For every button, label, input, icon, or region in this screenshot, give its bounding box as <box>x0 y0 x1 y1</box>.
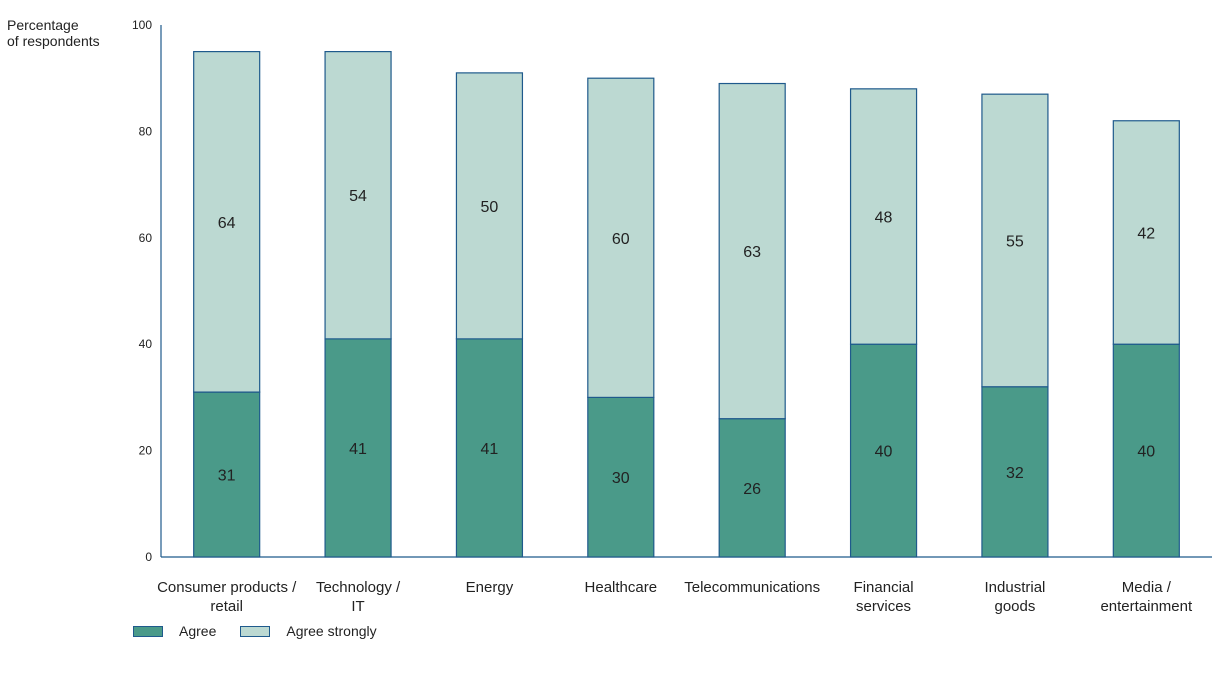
data-label: 63 <box>743 244 761 261</box>
bar-agree <box>193 391 261 558</box>
x-tick-label: Telecommunications <box>684 579 820 596</box>
x-tick-label: Media / <box>1122 579 1172 596</box>
bar-agree <box>324 338 392 558</box>
y-axis-label-line-2: of respondents <box>7 33 100 49</box>
x-tick-label: Financial <box>854 579 914 596</box>
y-tick-label: 20 <box>139 444 153 458</box>
x-tick-label: Industrial <box>985 579 1046 596</box>
bar-agree-strongly <box>981 93 1049 388</box>
data-label: 40 <box>875 444 893 461</box>
data-label: 40 <box>1137 444 1155 461</box>
data-label: 64 <box>218 215 236 232</box>
data-label: 50 <box>481 199 499 216</box>
data-label: 54 <box>349 188 367 205</box>
bar-agree-strongly <box>1112 120 1180 345</box>
y-tick-label: 40 <box>139 337 153 351</box>
legend: Agree Agree strongly <box>133 623 401 639</box>
data-label: 41 <box>481 441 499 458</box>
data-label: 32 <box>1006 465 1024 482</box>
y-tick-label: 100 <box>132 18 152 32</box>
legend-label-agree: Agree <box>179 623 217 639</box>
y-axis-label: Percentage of respondents <box>7 17 100 49</box>
x-tick-label: Healthcare <box>585 579 658 596</box>
bar-agree <box>718 418 786 558</box>
bar-agree-strongly <box>455 72 524 340</box>
legend-item-agree: Agree <box>133 623 216 639</box>
bar-agree-strongly <box>324 50 392 340</box>
x-tick-label: goods <box>995 598 1036 615</box>
y-tick-label: 60 <box>139 231 153 245</box>
bar-agree-strongly <box>849 88 918 345</box>
legend-swatch-agree <box>133 625 163 637</box>
x-tick-label: IT <box>351 598 364 615</box>
bar-agree <box>1112 343 1180 558</box>
data-label: 60 <box>612 231 630 248</box>
data-label: 41 <box>349 441 367 458</box>
x-tick-label: Energy <box>466 579 514 596</box>
bar-agree <box>849 343 918 558</box>
x-tick-label: Technology / <box>316 579 401 596</box>
legend-swatch-agree-strongly <box>240 625 271 637</box>
bar-agree <box>587 396 655 558</box>
bar-agree-strongly <box>587 77 655 399</box>
data-label: 48 <box>875 210 893 227</box>
x-tick-label: retail <box>210 598 243 615</box>
x-tick-label: entertainment <box>1100 598 1193 615</box>
data-label: 31 <box>218 468 236 485</box>
x-tick-label: Consumer products / <box>157 579 297 596</box>
y-tick-label: 0 <box>145 550 152 564</box>
y-tick-label: 80 <box>139 124 153 138</box>
data-label: 55 <box>1006 233 1024 250</box>
bar-agree-strongly <box>193 50 261 393</box>
data-label: 26 <box>743 481 761 498</box>
bar-agree <box>455 338 524 558</box>
x-tick-label: services <box>856 598 911 615</box>
y-axis-label-line-1: Percentage <box>7 17 79 33</box>
legend-label-agree-strongly: Agree strongly <box>286 623 377 639</box>
bar-agree-strongly <box>718 82 786 420</box>
legend-item-agree-strongly: Agree strongly <box>240 623 377 639</box>
bar-agree <box>981 386 1049 558</box>
data-label: 30 <box>612 470 630 487</box>
data-label: 42 <box>1137 225 1155 242</box>
